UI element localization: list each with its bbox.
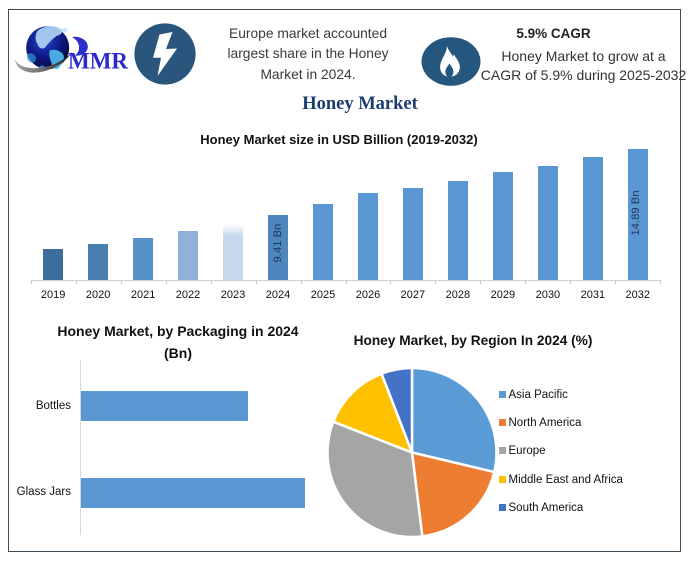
svg-text:MMR: MMR <box>68 49 128 74</box>
